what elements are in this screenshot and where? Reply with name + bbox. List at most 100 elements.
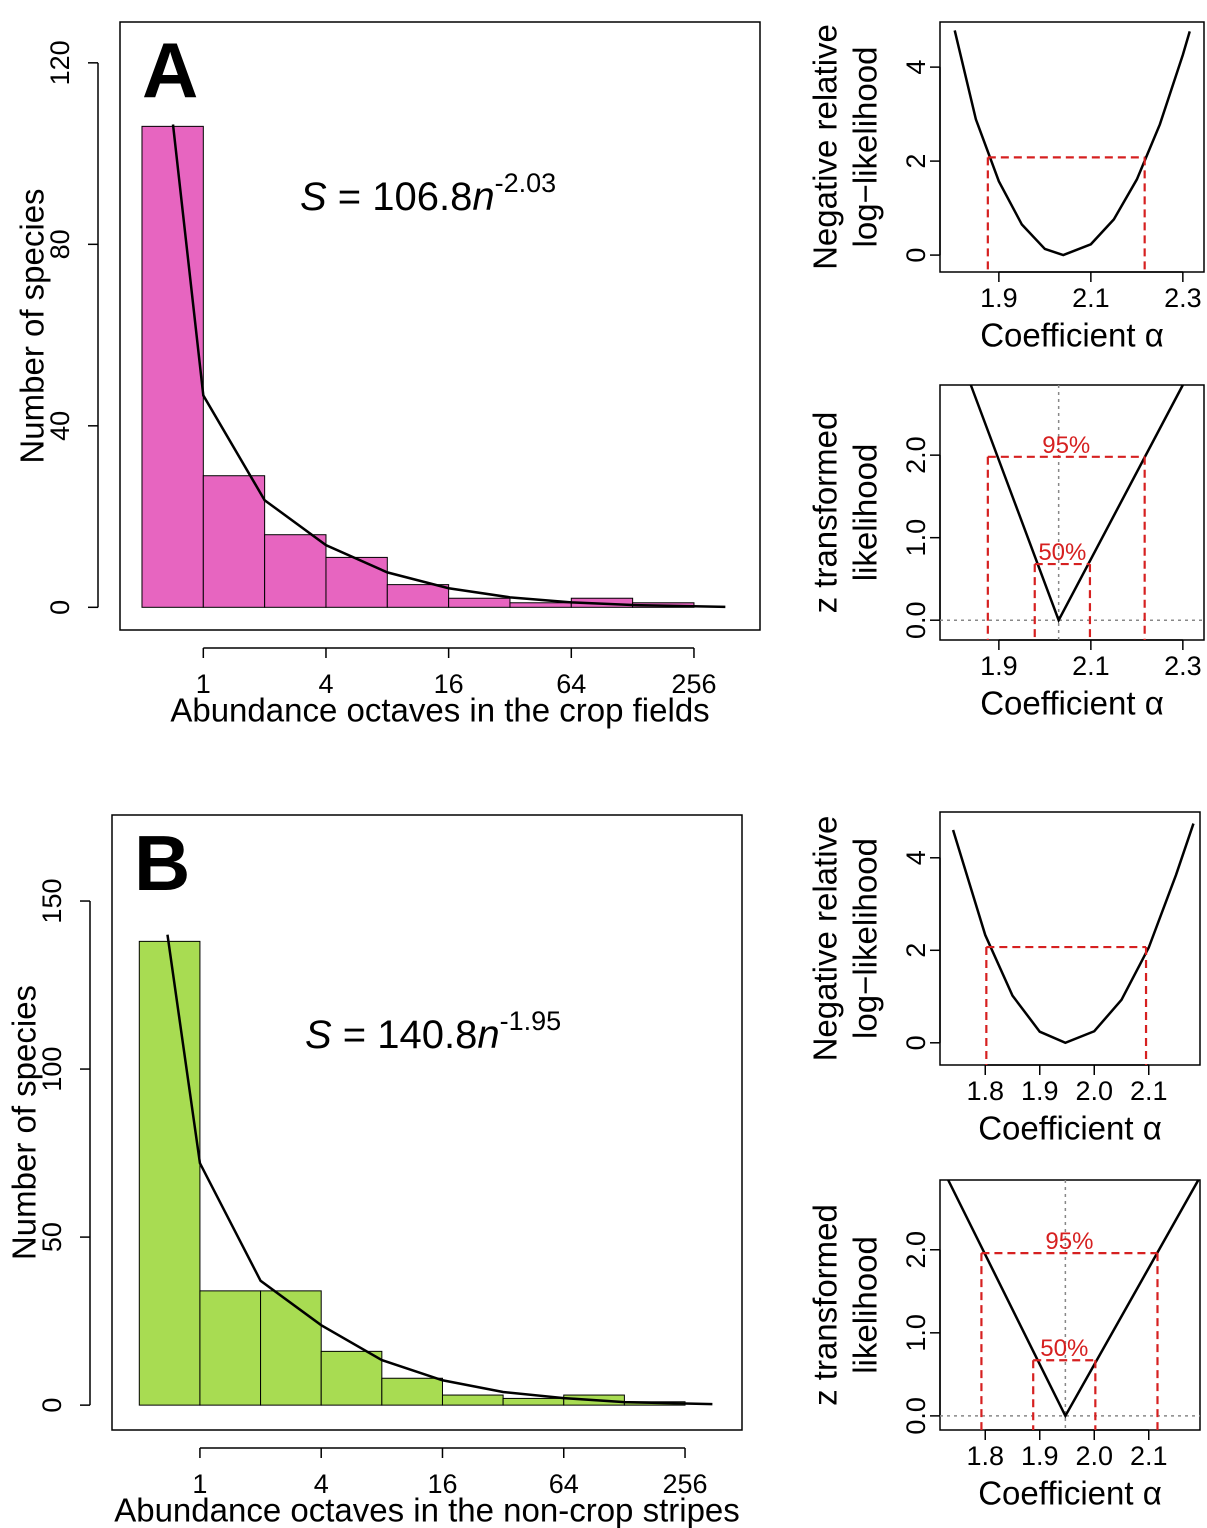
y-tick-label: 0.0 — [901, 1397, 931, 1435]
bar — [199, 1290, 262, 1406]
x-tick-label: 2.0 — [1075, 1441, 1113, 1471]
x-axis-label: Coefficient α — [978, 1475, 1162, 1512]
plot-box — [939, 1179, 1201, 1431]
bar — [386, 584, 450, 608]
x-tick-label: 2.3 — [1164, 283, 1202, 313]
y-tick-label: 120 — [45, 40, 75, 85]
bar — [509, 602, 572, 608]
x-tick-label: 4 — [318, 669, 333, 699]
y-tick-label: 0 — [45, 600, 75, 615]
equation-part: n — [477, 1013, 499, 1057]
x-tick-label: 256 — [662, 1469, 707, 1499]
y-axis-label: Negative relative — [807, 24, 844, 270]
bar — [381, 1377, 443, 1406]
curve — [969, 384, 1184, 624]
x-tick-label: 2.1 — [1072, 283, 1110, 313]
bar — [325, 556, 388, 608]
x-tick-label: 16 — [434, 669, 464, 699]
x-tick-label: 1.9 — [980, 283, 1018, 313]
y-tick-label: 2.0 — [901, 436, 931, 474]
x-tick-label: 2.1 — [1130, 1441, 1168, 1471]
x-tick-label: 2.3 — [1164, 651, 1202, 681]
curve — [951, 823, 1195, 1045]
plot-box — [111, 814, 743, 1431]
bar — [138, 940, 201, 1406]
x-axis-label: Coefficient α — [980, 317, 1164, 354]
x-tick-label: 1.9 — [980, 651, 1018, 681]
x-tick-label: 1.8 — [966, 1441, 1004, 1471]
curve — [953, 30, 1191, 257]
equation-part: -1.95 — [500, 1006, 562, 1036]
x-tick-label: 1 — [196, 669, 211, 699]
plot-box — [119, 21, 761, 631]
x-tick-label: 64 — [556, 669, 586, 699]
bar — [264, 534, 327, 608]
bar — [320, 1350, 383, 1406]
y-tick-label: 4 — [901, 850, 931, 865]
x-tick-label: 1.9 — [1021, 1076, 1059, 1106]
equation-part: = 106.8 — [327, 175, 473, 219]
equation-part: = 140.8 — [332, 1013, 478, 1057]
ci-label: 95% — [1042, 432, 1090, 459]
curve — [171, 124, 726, 609]
y-axis-label: z transformed — [807, 1204, 844, 1406]
y-axis-label: Number of species — [6, 985, 43, 1260]
y-axis-label: Negative relative — [807, 816, 844, 1062]
x-axis-label: Abundance octaves in the crop fields — [170, 692, 709, 729]
equation-part: -2.03 — [495, 168, 557, 198]
x-tick-label: 2.0 — [1075, 1076, 1113, 1106]
equation-part: S — [300, 175, 327, 219]
y-axis-label: likelihood — [847, 1236, 884, 1374]
x-axis-label: Coefficient α — [978, 1110, 1162, 1147]
y-tick-label: 0 — [901, 1035, 931, 1050]
panel-letter: B — [134, 819, 190, 907]
curve — [166, 934, 713, 1406]
y-tick-label: 0 — [37, 1398, 67, 1413]
bar — [202, 475, 266, 608]
x-axis-label: Coefficient α — [980, 685, 1164, 722]
x-tick-label: 4 — [314, 1469, 329, 1499]
bar — [260, 1290, 322, 1406]
x-tick-label: 1.9 — [1021, 1441, 1059, 1471]
y-axis-label: log−likelihood — [847, 838, 884, 1039]
x-tick-label: 2.1 — [1130, 1076, 1168, 1106]
equation-part: S — [305, 1013, 332, 1057]
y-tick-label: 2 — [901, 154, 931, 169]
plot-box — [939, 21, 1205, 273]
y-tick-label: 2.0 — [901, 1231, 931, 1269]
plot-box — [939, 811, 1201, 1066]
panel-letter: A — [142, 26, 198, 114]
y-tick-label: 40 — [45, 411, 75, 441]
fit-equation: S = 140.8n-1.95 — [305, 1006, 561, 1057]
bar — [502, 1397, 565, 1406]
bar — [448, 597, 511, 608]
equation-part: n — [472, 175, 494, 219]
y-axis-label: Number of species — [14, 188, 51, 463]
x-axis-label: Abundance octaves in the non-crop stripe… — [114, 1492, 740, 1528]
ci-label: 50% — [1040, 1335, 1088, 1362]
y-tick-label: 2 — [901, 943, 931, 958]
x-tick-label: 256 — [671, 669, 716, 699]
x-tick-label: 64 — [549, 1469, 579, 1499]
x-tick-label: 2.1 — [1072, 651, 1110, 681]
bar — [141, 125, 204, 608]
x-tick-label: 16 — [427, 1469, 457, 1499]
y-tick-label: 4 — [901, 60, 931, 75]
y-tick-label: 80 — [45, 229, 75, 259]
y-tick-label: 0.0 — [901, 601, 931, 639]
curve — [947, 1179, 1200, 1419]
plot-box — [939, 384, 1205, 641]
y-tick-label: 1.0 — [901, 1314, 931, 1352]
x-tick-label: 1.8 — [966, 1076, 1004, 1106]
x-tick-label: 1 — [192, 1469, 207, 1499]
y-axis-label: likelihood — [847, 444, 884, 582]
y-tick-label: 150 — [37, 879, 67, 924]
y-tick-label: 100 — [37, 1047, 67, 1092]
y-tick-label: 1.0 — [901, 519, 931, 557]
ci-label: 50% — [1038, 539, 1086, 566]
ci-label: 95% — [1045, 1228, 1093, 1255]
y-tick-label: 0 — [901, 248, 931, 263]
y-axis-label: z transformed — [807, 412, 844, 614]
fit-equation: S = 106.8n-2.03 — [300, 168, 556, 219]
